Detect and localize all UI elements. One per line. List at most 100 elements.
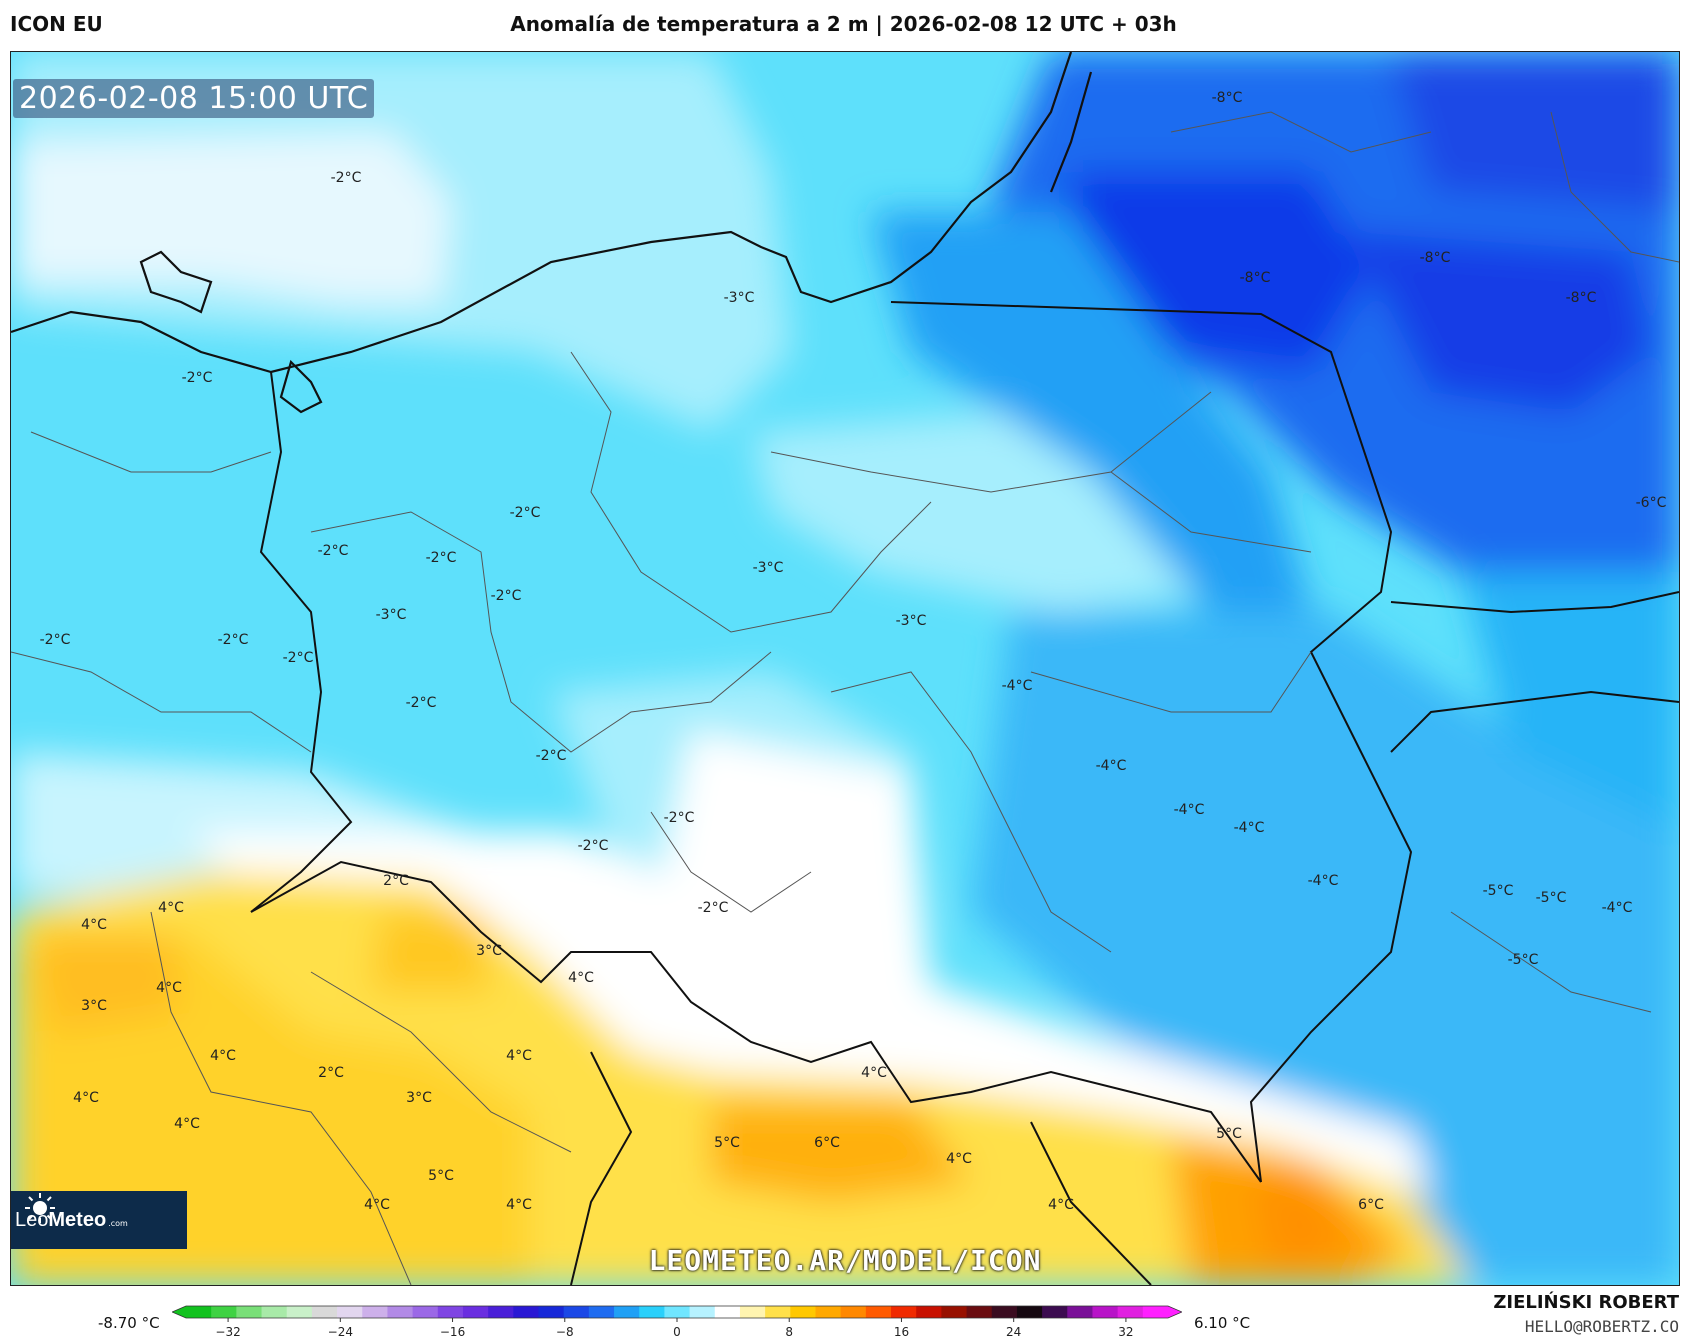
colorbar-min-label: -8.70 °C — [98, 1314, 160, 1332]
logo-domain: .com — [108, 1218, 128, 1228]
colorbar-cell — [588, 1306, 615, 1318]
colorbar-cell — [462, 1306, 489, 1318]
colorbar-cell — [765, 1306, 791, 1318]
colorbar-cell — [865, 1306, 892, 1318]
colorbar-cell — [311, 1306, 338, 1318]
map-canvas: -2°C -3°C -8°C -8°C -8°C -8°C -6°C -2°C -2°C -2°C… — [11, 52, 1679, 1285]
colorbar-cell — [513, 1306, 540, 1318]
map-title: Anomalía de temperatura a 2 m | 2026-02-… — [510, 12, 1177, 36]
author-name: ZIELIŃSKI ROBERT — [1493, 1292, 1679, 1313]
contour-label: 5°C — [714, 1135, 740, 1151]
contour-label: 2°C — [318, 1065, 344, 1081]
contour-label: -4°C — [1234, 820, 1265, 836]
anomaly-map: -2°C -3°C -8°C -8°C -8°C -8°C -6°C -2°C -2°C -2°C… — [10, 51, 1680, 1286]
colorbar-cells — [172, 1305, 1182, 1319]
author-email: HELLO@ROBERTZ.CO — [1524, 1317, 1679, 1336]
contour-label: 4°C — [174, 1116, 200, 1132]
colorbar-tick-label: 0 — [673, 1325, 681, 1338]
colorbar-cell — [916, 1306, 942, 1318]
contour-label: 4°C — [210, 1048, 236, 1064]
colorbar-cell — [1016, 1306, 1043, 1318]
colorbar-cell — [790, 1306, 817, 1318]
contour-label: -2°C — [698, 900, 729, 916]
contour-label: -2°C — [182, 370, 213, 386]
contour-label: 3°C — [476, 943, 502, 959]
model-name: ICON EU — [10, 12, 103, 36]
contour-label: -8°C — [1212, 90, 1243, 106]
contour-label: -2°C — [578, 838, 609, 854]
colorbar-cell — [966, 1306, 993, 1318]
contour-label: -2°C — [510, 505, 541, 521]
colorbar-cell — [991, 1306, 1018, 1318]
colorbar-cell — [941, 1306, 968, 1318]
contour-label: 5°C — [428, 1168, 454, 1184]
colorbar-cell — [337, 1306, 363, 1318]
colorbar-cell — [739, 1306, 766, 1318]
contour-label: 5°C — [1216, 1126, 1242, 1142]
colorbar-cell — [714, 1306, 741, 1318]
colorbar-cell — [840, 1306, 867, 1318]
contour-label: -2°C — [318, 543, 349, 559]
leometeo-logo: LeoMeteo .com — [11, 1191, 187, 1249]
colorbar-tick-label: 32 — [1118, 1325, 1133, 1338]
colorbar-cell — [1092, 1306, 1119, 1318]
contour-label: 4°C — [81, 917, 107, 933]
contour-label: -5°C — [1483, 883, 1514, 899]
contour-label: 4°C — [1048, 1197, 1074, 1213]
colorbar-cell — [538, 1306, 565, 1318]
colorbar-cell — [815, 1306, 842, 1318]
contour-label: -2°C — [406, 695, 437, 711]
colorbar-tick-label: 16 — [894, 1325, 909, 1338]
contour-label: -5°C — [1536, 890, 1567, 906]
colorbar-cell — [1142, 1306, 1169, 1318]
contour-label: -2°C — [491, 588, 522, 604]
contour-label: -4°C — [1002, 678, 1033, 694]
colorbar-ticks: −32 −24 −16 −8 0 8 16 24 32 — [215, 1318, 1134, 1338]
logo-brand-b: Meteo — [48, 1208, 107, 1231]
contour-label: 4°C — [861, 1065, 887, 1081]
contour-label: -4°C — [1602, 900, 1633, 916]
region-borders — [11, 111, 1679, 1285]
colorbar-cell — [1042, 1306, 1068, 1318]
colorbar-cell — [891, 1306, 917, 1318]
coastline — [11, 52, 1093, 414]
colorbar-cell — [412, 1306, 439, 1318]
colorbar-cell — [362, 1306, 389, 1318]
colorbar-arrow-right — [1168, 1306, 1182, 1318]
colorbar-cell — [1067, 1306, 1094, 1318]
contour-label: 6°C — [814, 1135, 840, 1151]
colorbar-cell — [689, 1306, 716, 1318]
colorbar-cell — [488, 1306, 514, 1318]
contour-label: 4°C — [506, 1197, 532, 1213]
contour-label: 4°C — [568, 970, 594, 986]
contour-label: 4°C — [364, 1197, 390, 1213]
contour-label: -2°C — [426, 550, 457, 566]
contour-label: 2°C — [383, 873, 409, 889]
colorbar-tick-label: −32 — [215, 1325, 240, 1338]
contour-label: -3°C — [753, 560, 784, 576]
colorbar-tick-label: 8 — [785, 1325, 793, 1338]
contour-label: -6°C — [1636, 495, 1667, 511]
temperature-field — [11, 52, 1679, 1285]
contour-label: -4°C — [1096, 758, 1127, 774]
contour-label: 6°C — [1358, 1197, 1384, 1213]
contour-label: 4°C — [73, 1090, 99, 1106]
contour-label: 3°C — [406, 1090, 432, 1106]
colorbar-cell — [286, 1306, 313, 1318]
contour-label: 4°C — [946, 1151, 972, 1167]
contour-label: -4°C — [1308, 873, 1339, 889]
contour-label: 4°C — [158, 900, 184, 916]
contour-label: -2°C — [218, 632, 249, 648]
colorbar-arrow-left — [172, 1306, 186, 1318]
contour-label: -8°C — [1420, 250, 1451, 266]
timestamp-badge: 2026-02-08 15:00 UTC — [13, 79, 375, 118]
colorbar-cell — [387, 1306, 414, 1318]
contour-label: -4°C — [1174, 802, 1205, 818]
colorbar-cell — [563, 1306, 590, 1318]
sun-icon — [25, 1193, 55, 1223]
contour-label: -2°C — [536, 748, 567, 764]
contour-label: -5°C — [1508, 952, 1539, 968]
contour-label: -8°C — [1240, 270, 1271, 286]
contour-label: -8°C — [1566, 290, 1597, 306]
contour-label: -2°C — [40, 632, 71, 648]
